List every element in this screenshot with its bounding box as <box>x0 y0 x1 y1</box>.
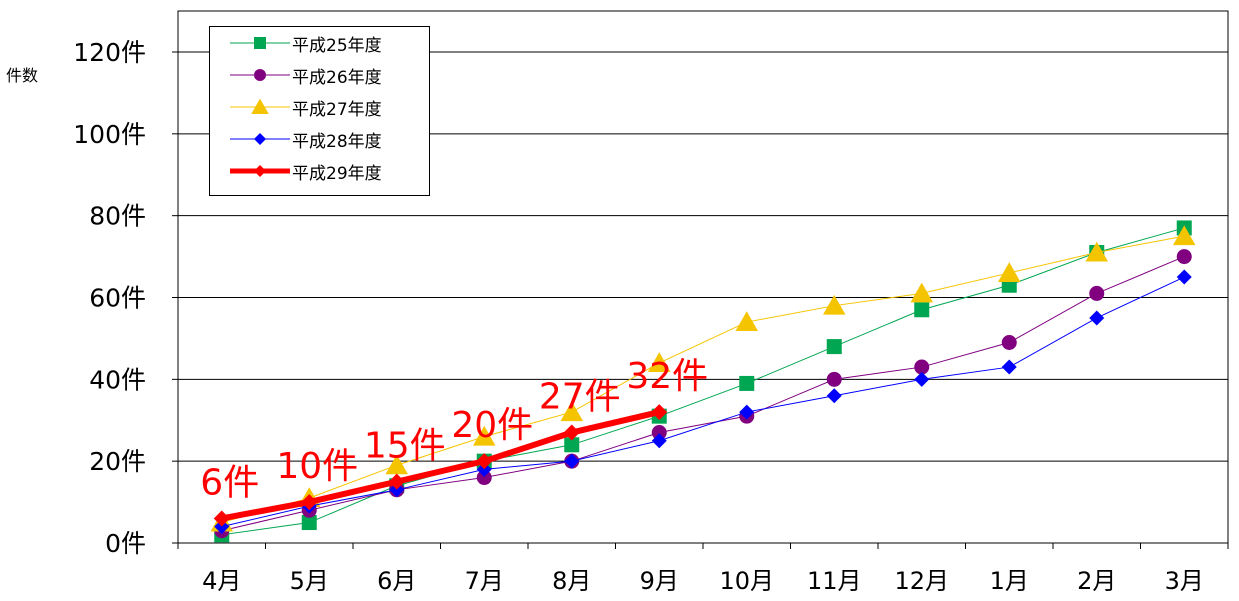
data-point <box>560 401 583 422</box>
data-point <box>826 388 842 404</box>
series-line <box>221 235 1185 524</box>
data-point <box>564 437 580 453</box>
series-4 <box>214 269 1192 535</box>
legend-swatch <box>230 165 290 177</box>
data-label: 10件 <box>276 446 358 487</box>
x-tick-label: 7月 <box>465 567 504 595</box>
x-tick-label: 11月 <box>807 567 862 595</box>
data-label: 32件 <box>626 356 708 397</box>
data-point <box>1176 249 1192 265</box>
y-tick-label: 80件 <box>89 202 146 231</box>
data-point <box>254 165 266 177</box>
legend-item: 平成27年度 <box>210 92 430 122</box>
x-tick-label: 8月 <box>552 567 591 595</box>
data-point <box>826 339 842 355</box>
data-label: 6件 <box>200 462 259 503</box>
data-label: 20件 <box>451 405 533 446</box>
data-point <box>648 352 671 372</box>
data-point <box>389 482 405 498</box>
data-point <box>914 359 930 375</box>
legend-swatch <box>230 37 290 49</box>
data-point <box>254 69 266 81</box>
data-label: 15件 <box>364 426 446 467</box>
legend-label: 平成26年度 <box>292 68 382 88</box>
data-point <box>1089 285 1105 301</box>
data-point <box>301 515 317 531</box>
data-point <box>254 37 266 49</box>
y-tick-label: 40件 <box>89 365 146 394</box>
data-point <box>563 424 580 441</box>
legend-swatch <box>230 69 290 81</box>
data-point <box>385 454 408 475</box>
data-point <box>476 461 492 477</box>
data-point <box>301 494 318 511</box>
legend-label: 平成28年度 <box>292 132 382 152</box>
data-point <box>651 433 667 449</box>
x-tick-label: 10月 <box>719 567 774 595</box>
x-tick-label: 1月 <box>990 567 1029 595</box>
legend-swatch <box>230 133 290 145</box>
series-line <box>221 409 660 522</box>
data-point <box>651 404 668 421</box>
series-layer <box>210 220 1196 543</box>
data-point <box>476 470 492 486</box>
x-tick-label: 2月 <box>1077 567 1116 595</box>
legend: 平成25年度 平成26年度 平成27年度 平成28年度 平成29年度 <box>209 26 430 196</box>
data-point <box>651 425 667 441</box>
y-tick-label: 0件 <box>105 529 146 558</box>
data-point <box>476 453 493 470</box>
x-tick-label: 4月 <box>202 567 241 595</box>
data-point <box>739 404 755 420</box>
data-point <box>1089 310 1105 326</box>
data-point <box>1085 241 1108 262</box>
series-line <box>221 227 1185 536</box>
data-point <box>1176 269 1192 285</box>
x-tick-label: 5月 <box>290 567 329 595</box>
y-tick-label: 60件 <box>89 284 146 313</box>
data-point <box>1173 225 1196 246</box>
data-point <box>1001 359 1017 375</box>
x-tick-label: 12月 <box>894 567 949 595</box>
data-point <box>823 294 846 315</box>
data-point <box>251 98 269 114</box>
data-point <box>914 302 930 318</box>
legend-item: 平成28年度 <box>210 124 430 154</box>
x-tick-label: 3月 <box>1165 567 1204 595</box>
data-point <box>254 133 266 145</box>
data-point <box>214 519 230 535</box>
data-point <box>739 375 755 391</box>
x-tick-label: 6月 <box>377 567 416 595</box>
data-point <box>914 371 930 387</box>
series-5 <box>213 404 668 527</box>
y-tick-label: 100件 <box>73 120 146 149</box>
data-point <box>1001 335 1017 351</box>
legend-swatch <box>230 98 290 114</box>
legend-item: 平成29年度 <box>210 156 430 186</box>
data-point <box>826 371 842 387</box>
y-tick-label: 20件 <box>89 447 146 476</box>
data-point <box>910 282 933 303</box>
axes: 0件 20件 40件 60件 80件 100件 120件 4月 5月 6月 7月 8月 9月 10月 11月… <box>73 38 1229 595</box>
data-point <box>735 311 758 332</box>
series-line <box>221 276 1185 528</box>
data-label: 27件 <box>539 377 621 418</box>
legend-label: 平成25年度 <box>292 36 382 56</box>
data-point <box>564 453 580 469</box>
data-point <box>998 262 1021 282</box>
legend-label: 平成29年度 <box>292 164 382 184</box>
legend-item: 平成26年度 <box>210 60 430 90</box>
y-tick-label: 120件 <box>73 38 146 67</box>
series-line <box>221 256 1185 532</box>
data-point <box>473 425 496 446</box>
y-axis-label: 件数 <box>6 66 39 85</box>
data-point <box>388 473 405 490</box>
x-tick-label: 9月 <box>640 567 679 595</box>
legend-item: 平成25年度 <box>210 28 430 58</box>
data-point <box>213 510 230 527</box>
legend-label: 平成27年度 <box>292 100 382 120</box>
